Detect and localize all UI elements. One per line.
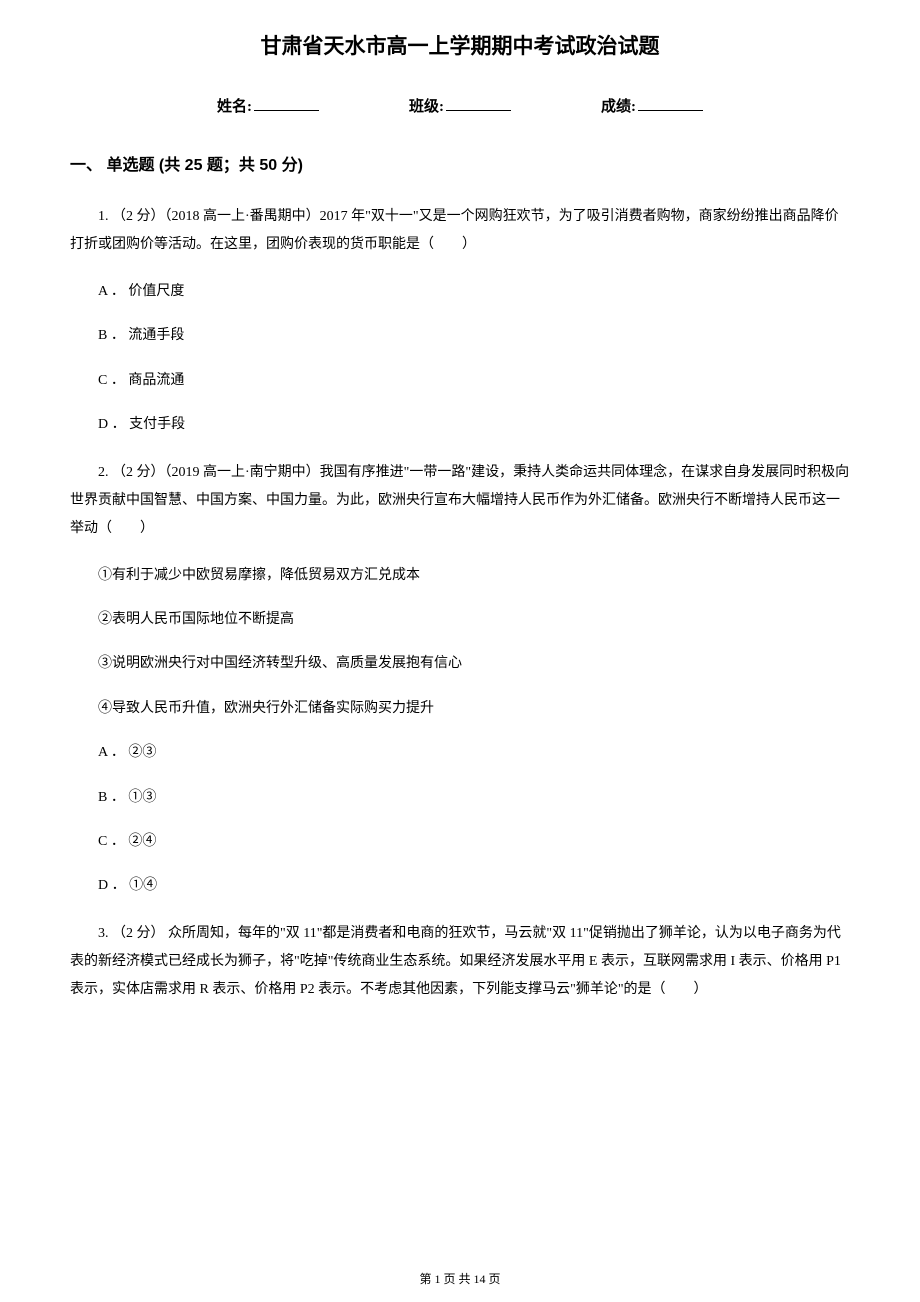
- class-label: 班级:: [409, 95, 444, 116]
- question-1-opt-b: B ． 流通手段: [70, 325, 850, 347]
- class-field: 班级:: [409, 95, 511, 116]
- class-underline: [446, 95, 511, 111]
- question-2-sub-2: ②表明人民币国际地位不断提高: [70, 609, 850, 631]
- question-2-opt-c: C ． ②④: [70, 831, 850, 853]
- score-field: 成绩:: [601, 95, 703, 116]
- question-1-opt-a: A ． 价值尺度: [70, 281, 850, 303]
- question-1-opt-c: C ． 商品流通: [70, 370, 850, 392]
- score-underline: [638, 95, 703, 111]
- name-label: 姓名:: [217, 95, 252, 116]
- info-row: 姓名: 班级: 成绩:: [70, 95, 850, 116]
- question-2-opt-b: B ． ①③: [70, 787, 850, 809]
- question-2-sub-1: ①有利于减少中欧贸易摩擦，降低贸易双方汇兑成本: [70, 565, 850, 587]
- score-label: 成绩:: [601, 95, 636, 116]
- question-1-text: 1. （2 分）（2018 高一上·番禺期中）2017 年"双十一"又是一个网购…: [70, 203, 850, 259]
- question-2-sub-4: ④导致人民币升值，欧洲央行外汇储备实际购买力提升: [70, 698, 850, 720]
- question-2-opt-d: D ． ①④: [70, 875, 850, 897]
- name-underline: [254, 95, 319, 111]
- question-2-sub-3: ③说明欧洲央行对中国经济转型升级、高质量发展抱有信心: [70, 653, 850, 675]
- question-3-text: 3. （2 分） 众所周知，每年的"双 11"都是消费者和电商的狂欢节，马云就"…: [70, 920, 850, 1004]
- page-title: 甘肃省天水市高一上学期期中考试政治试题: [70, 30, 850, 60]
- question-2-opt-a: A ． ②③: [70, 742, 850, 764]
- question-2-text: 2. （2 分）（2019 高一上·南宁期中）我国有序推进"一带一路"建设，秉持…: [70, 459, 850, 543]
- page-footer: 第 1 页 共 14 页: [0, 1270, 920, 1287]
- question-1-opt-d: D ． 支付手段: [70, 414, 850, 436]
- name-field: 姓名:: [217, 95, 319, 116]
- section-header: 一、 单选题 (共 25 题；共 50 分): [70, 151, 850, 175]
